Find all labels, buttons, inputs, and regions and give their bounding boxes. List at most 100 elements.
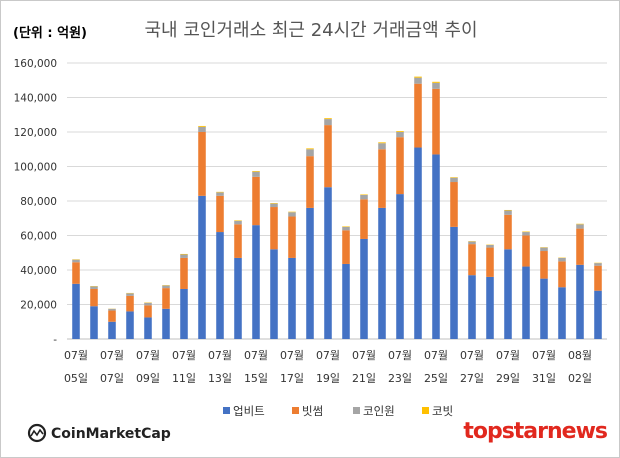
x-tick-label-month: 07월 [136,349,160,362]
bar-segment-coinone [576,224,584,229]
bar-segment-upbit [378,207,386,339]
bar-segment-bithumb [108,310,116,322]
y-tick-label: 140,000 [14,93,57,105]
bar-segment-bithumb [378,149,386,208]
legend-label-korbit: 코빗 [432,404,453,418]
bar-segment-upbit [72,283,80,339]
bar-segment-upbit [396,194,404,339]
bar-segment-upbit [540,278,548,339]
bar-segment-upbit [504,249,512,339]
bar-segment-korbit [432,81,440,83]
bar-segment-bithumb [324,125,332,188]
legend-swatch-coinone [353,407,360,414]
bar-segment-upbit [594,290,602,339]
legend-label-bithumb: 빗썸 [302,404,323,418]
bar-segment-coinone [252,171,260,177]
x-tick-labels: 07월 05일 07월 07일 07월 09일 07월 11일 07월 13일 07월 15일 07월 1… [64,349,592,385]
bar-segment-upbit [90,306,98,339]
bar-segment-korbit [306,148,314,150]
bar-segment-bithumb [234,224,242,258]
bar-segment-korbit [180,253,188,255]
bar-segment-upbit [144,317,152,339]
bar-segment-korbit [396,131,404,132]
x-tick-label-month: 07월 [244,349,268,362]
bar-segment-upbit [360,238,368,339]
bar-segment-bithumb [414,83,422,148]
y-tick-labels: - 20,000 40,000 60,000 80,000 100,000 120,000 1… [14,58,58,346]
coinmarketcap-label: CoinMarketCap [51,426,171,442]
bar-segment-upbit [252,225,260,339]
bar-segment-coinone [90,286,98,289]
bar-segment-upbit [216,232,224,339]
bar-segment-coinone [288,212,296,217]
topstarnews-logo: topstarnews [463,419,608,444]
x-tick-label-day: 07일 [100,371,124,385]
y-tick-label: 100,000 [14,162,57,174]
bar-segment-korbit [270,203,278,204]
bar-segment-bithumb [432,88,440,155]
legend-swatch-upbit [223,407,230,414]
bar-segment-korbit [450,177,458,178]
bar-segment-upbit [432,154,440,339]
legend: 업비트 빗썸 코인원 코빗 [223,404,453,418]
y-tick-label: 120,000 [14,127,57,139]
x-tick-label-day: 29일 [496,371,520,385]
bar-segment-coinone [558,257,566,262]
bar-segment-upbit [288,257,296,339]
y-tick-label: 40,000 [20,265,57,277]
bar-segment-upbit [270,249,278,339]
bar-segment-bithumb [486,247,494,277]
bars [72,76,602,339]
bar-segment-coinone [360,194,368,200]
bar-segment-upbit [162,308,170,339]
bar-segment-bithumb [594,265,602,291]
bar-segment-coinone [486,244,494,248]
legend-swatch-korbit [422,407,429,414]
y-tick-label: - [53,334,57,346]
bar-segment-upbit [342,263,350,339]
x-tick-label-day: 05일 [64,371,88,385]
bar-segment-upbit [108,321,116,339]
x-tick-label-month: 07월 [316,349,340,362]
bar-segment-coinone [522,232,530,236]
legend-label-upbit: 업비트 [233,404,265,418]
x-tick-label-month: 07월 [172,349,196,362]
x-tick-label-month: 07월 [496,349,520,362]
bar-segment-bithumb [288,216,296,258]
x-tick-label-month: 08월 [568,349,592,362]
bar-segment-bithumb [504,214,512,250]
bar-segment-coinone [216,192,224,196]
unit-note: (단위 : 억원) [13,25,87,41]
x-tick-label-month: 07월 [388,349,412,362]
coinmarketcap-logo-icon [27,423,47,443]
bar-segment-bithumb [342,230,350,264]
bar-segment-coinone [108,308,116,311]
bar-segment-upbit [126,311,134,339]
bar-segment-coinone [180,254,188,258]
x-tick-label-month: 07월 [100,349,124,362]
bar-segment-coinone [450,177,458,183]
bar-segment-upbit [576,264,584,339]
bar-segment-korbit [576,223,584,225]
legend-label-coinone: 코인원 [363,404,395,418]
bar-segment-bithumb [576,228,584,265]
bar-segment-bithumb [162,288,170,309]
bar-segment-korbit [360,194,368,195]
bar-segment-coinone [342,226,350,231]
bar-segment-korbit [252,170,260,172]
bar-segment-coinone [126,293,134,296]
chart-title: 국내 코인거래소 최근 24시간 거래금액 추이 [144,20,477,41]
grid-lines [67,62,607,340]
bar-segment-bithumb [72,262,80,284]
bar-segment-korbit [414,76,422,78]
bar-segment-coinone [234,220,242,225]
x-tick-label-day: 15일 [244,371,268,385]
coinmarketcap-logo: CoinMarketCap [27,423,171,443]
bar-segment-upbit [486,276,494,339]
bar-segment-bithumb [180,257,188,289]
x-tick-label-day: 19일 [316,371,340,385]
bar-segment-upbit [306,207,314,339]
x-tick-label-day: 17일 [280,371,304,385]
bar-segment-upbit [558,287,566,339]
